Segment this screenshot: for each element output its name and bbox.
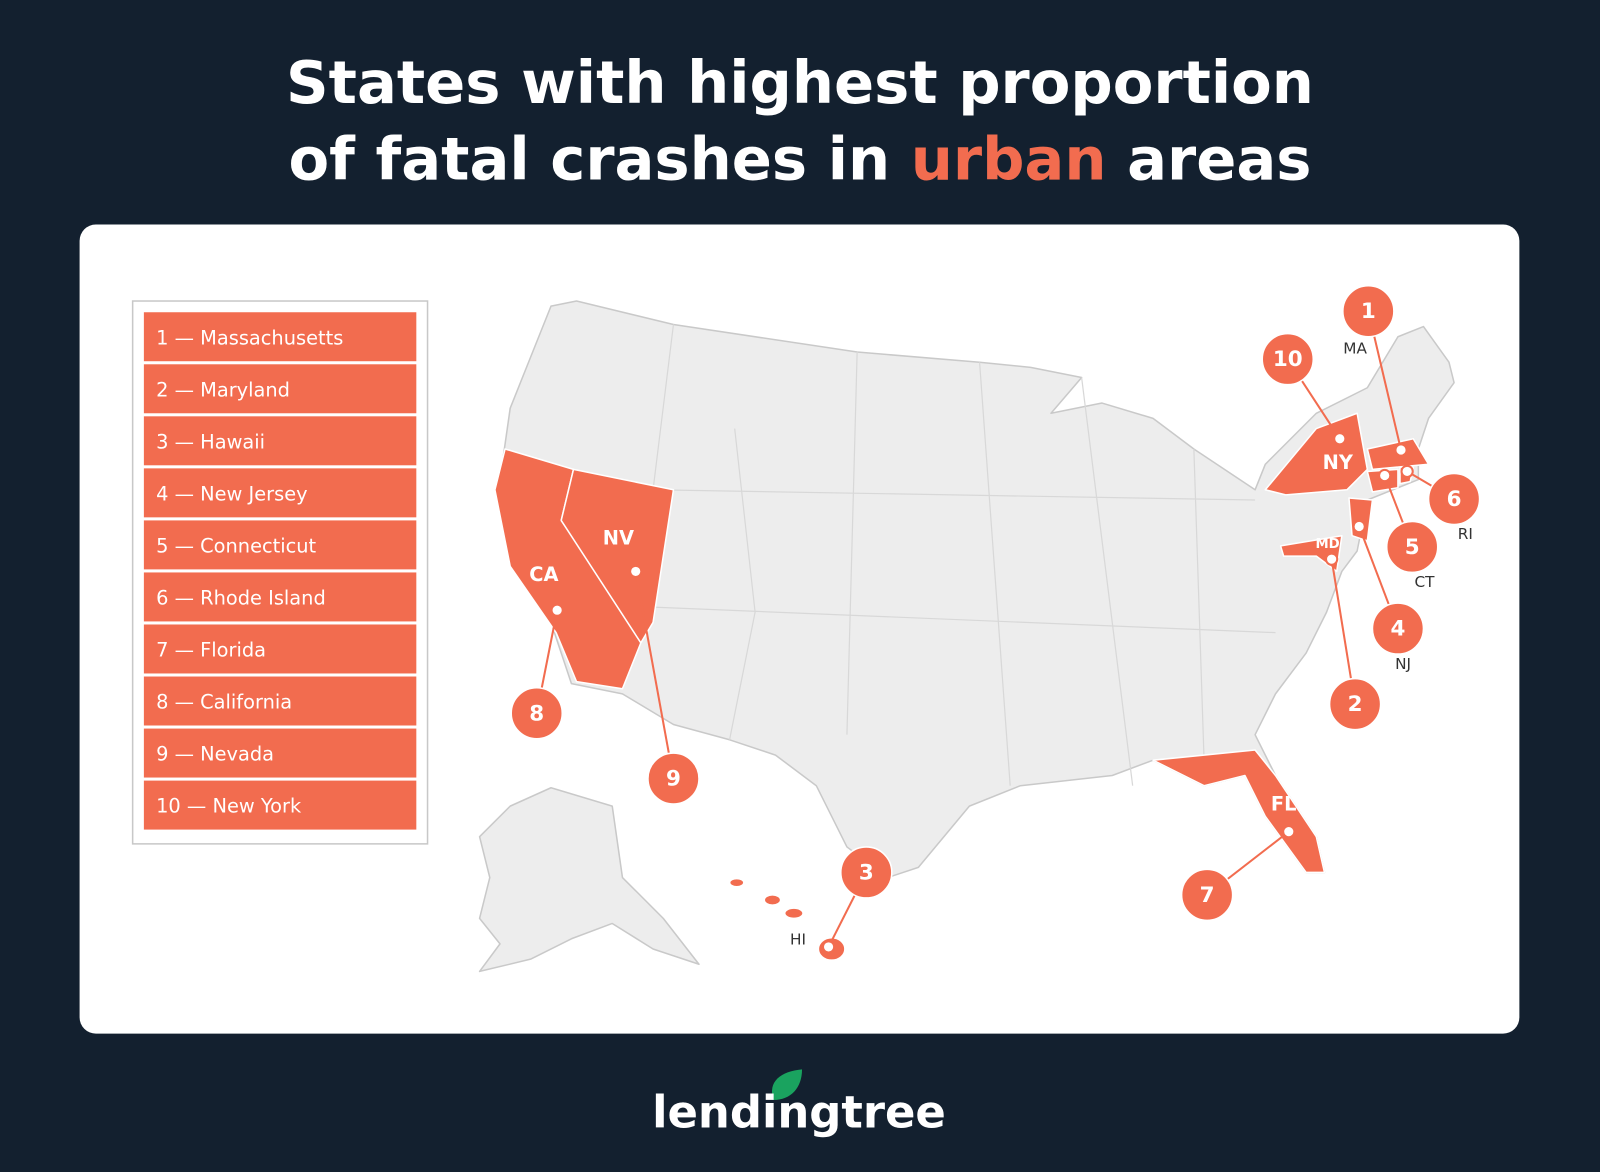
legend-item [143, 728, 417, 778]
legend-label: 5 — Connecticut [156, 534, 316, 557]
callout-rank: 9 [666, 767, 681, 792]
legend-label: 10 — New York [156, 795, 302, 818]
state-abbr: NV [603, 526, 634, 549]
legend-item [143, 468, 417, 518]
legend-label: 4 — New Jersey [156, 482, 308, 505]
title-highlight: urban [911, 124, 1107, 193]
legend-item [143, 416, 417, 466]
callout-dot [1400, 464, 1414, 479]
border [1081, 377, 1134, 786]
callout-badge [1371, 602, 1425, 655]
callout-dot [821, 940, 836, 954]
callout-badge [1427, 472, 1481, 526]
logo-leaf [771, 1069, 803, 1100]
state-abbr: HI [790, 930, 806, 948]
legend-item [143, 364, 417, 414]
border [653, 489, 1256, 501]
legend-label: 8 — California [156, 691, 292, 714]
callout-rank: 2 [1348, 692, 1363, 717]
border [728, 428, 756, 740]
state-abbr: CT [1414, 573, 1435, 591]
state-abbr: CA [529, 563, 558, 586]
state-abbr: RI [1458, 525, 1473, 543]
callout-badge [647, 752, 700, 805]
state-hi [763, 894, 782, 906]
callout-rank: 8 [529, 701, 544, 726]
legend: 1 — Massachusetts 2 — Maryland 3 — Hawaii 4… [143, 312, 417, 830]
callout-dot [1282, 824, 1296, 839]
border [1193, 448, 1205, 761]
callout-badge [1180, 868, 1234, 922]
legend-label: 3 — Hawaii [156, 430, 265, 453]
callout-rank: 6 [1447, 487, 1462, 512]
lower-48 [499, 300, 1455, 879]
alaska [478, 786, 700, 973]
title-text: of fatal crashes in [288, 124, 890, 193]
state-hi [728, 877, 745, 888]
title-line: States with highest proportion [286, 48, 1314, 117]
state-abbr: FL [1271, 793, 1297, 816]
callouts: MA 1 MD 2 HI 3 NJ 4 CT 5 RI 6 FL 7 CA 8 NV 9 NY 10 [510, 284, 1481, 954]
stage: States with highest proportion of fatal … [79, 48, 1520, 1138]
state-abbr: MA [1343, 339, 1367, 357]
callout-dot [1352, 519, 1366, 534]
legend-item [143, 676, 417, 726]
callout-rank: 1 [1361, 299, 1376, 324]
callout-dot [1394, 443, 1408, 457]
border [846, 352, 858, 735]
title-line: of fatal crashes in urban areas [288, 124, 1311, 193]
callout-rank: 5 [1405, 535, 1420, 560]
callout-dot [1324, 552, 1339, 566]
callout-line [634, 571, 675, 779]
border [653, 606, 1276, 634]
legend-label: 9 — Nevada [156, 743, 274, 766]
legend-item [143, 572, 417, 622]
callout-rank: 4 [1390, 617, 1405, 642]
callout-dot [1333, 432, 1347, 446]
legend-label: 7 — Florida [156, 639, 266, 662]
legend-item [143, 312, 417, 362]
callout-badge [510, 686, 564, 740]
state-abbr: NY [1323, 451, 1354, 474]
state-fl [1152, 749, 1326, 874]
callout-dot [550, 603, 564, 617]
callout-rank: 3 [859, 860, 874, 885]
callout-rank: 7 [1200, 883, 1215, 908]
legend-item [143, 520, 417, 570]
callout-badge [1342, 284, 1395, 338]
callout-dot [629, 564, 643, 579]
callout-badge [840, 846, 893, 899]
callout-rank: 10 [1273, 347, 1303, 372]
callout-dot [1378, 468, 1392, 483]
title-text: areas [1127, 124, 1311, 193]
callout-badge [1261, 332, 1315, 386]
callout-badge [1385, 520, 1439, 574]
us-map [478, 300, 1455, 973]
border [978, 362, 1011, 786]
state-hi [783, 907, 804, 920]
logo: lendingtree [652, 1085, 946, 1138]
callout-badge [1328, 677, 1382, 731]
state-abbr: NJ [1395, 655, 1411, 673]
legend-label: 2 — Maryland [156, 378, 290, 401]
state-abbr: MD [1315, 537, 1339, 552]
legend-item [143, 624, 417, 674]
legend-label: 1 — Massachusetts [156, 326, 343, 349]
legend-label: 6 — Rhode Island [156, 586, 326, 609]
legend-item [143, 780, 417, 830]
